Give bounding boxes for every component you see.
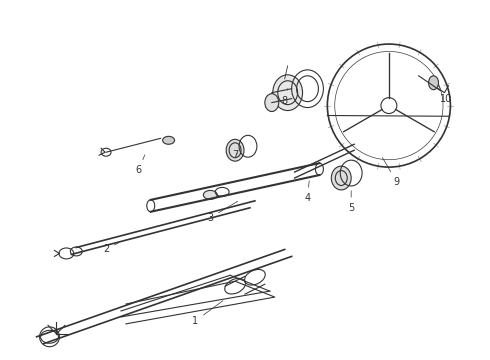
Text: 1: 1 — [192, 301, 223, 326]
Ellipse shape — [429, 76, 439, 90]
Ellipse shape — [273, 75, 302, 111]
Text: 8: 8 — [282, 89, 288, 105]
Ellipse shape — [163, 136, 174, 144]
Text: 2: 2 — [103, 243, 119, 255]
Text: 10: 10 — [438, 85, 453, 104]
Circle shape — [381, 98, 397, 113]
Ellipse shape — [226, 139, 244, 161]
Text: 5: 5 — [348, 191, 354, 213]
Text: 9: 9 — [382, 158, 400, 187]
Text: 3: 3 — [207, 201, 238, 223]
Text: 4: 4 — [304, 181, 311, 203]
Ellipse shape — [203, 190, 217, 199]
Circle shape — [40, 327, 59, 347]
Text: 6: 6 — [136, 155, 145, 175]
Ellipse shape — [331, 166, 351, 190]
Ellipse shape — [265, 94, 279, 112]
Text: 7: 7 — [232, 150, 238, 160]
